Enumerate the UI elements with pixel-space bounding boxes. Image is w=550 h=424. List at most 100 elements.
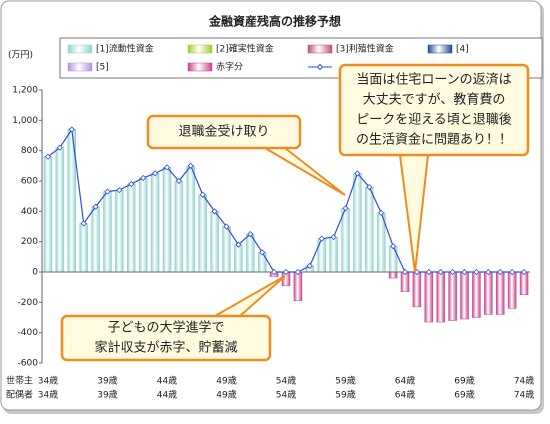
y-tick-label: 200	[21, 237, 38, 247]
bar	[507, 271, 517, 309]
bar	[436, 271, 445, 323]
marker	[461, 268, 468, 276]
bar	[484, 271, 493, 315]
x-tick-label: 49歳	[216, 375, 236, 387]
callouts: 退職金受け取り 当面は住宅ローンの返済は大丈夫ですが、教育費のピークを迎える頃と退…	[60, 63, 530, 362]
marker	[175, 177, 182, 185]
y-tick-label: 1,200	[12, 86, 38, 96]
y-tick-label: -200	[18, 298, 39, 308]
marker	[271, 268, 278, 276]
marker	[223, 223, 230, 230]
legend-swatch	[427, 44, 453, 54]
bar	[174, 180, 184, 273]
marker	[401, 268, 409, 276]
bar	[448, 271, 457, 321]
bar	[162, 167, 172, 273]
marker	[425, 268, 432, 276]
marker	[390, 243, 397, 250]
bar	[472, 271, 481, 318]
callout-text: の生活資金に問題あり！！	[356, 132, 512, 148]
x-tick-label: 39歳	[97, 375, 117, 387]
marker	[437, 268, 444, 276]
bar	[150, 173, 160, 273]
bar	[365, 186, 374, 273]
legend-label: [2]確実性資金	[216, 43, 274, 55]
marker	[68, 126, 75, 133]
bar	[198, 194, 207, 273]
marker	[235, 241, 242, 248]
legend-marker	[316, 63, 324, 71]
x-row-label: 配偶者	[6, 389, 33, 401]
marker	[318, 235, 325, 242]
bar	[103, 191, 112, 273]
marker	[330, 234, 337, 241]
marker	[116, 187, 123, 194]
bar	[91, 206, 100, 273]
x-tick-label: 44歳	[157, 389, 177, 401]
bar	[234, 244, 243, 273]
marker	[306, 262, 313, 269]
marker	[449, 268, 456, 276]
marker	[187, 162, 194, 169]
x-tick-label: 54歳	[276, 389, 296, 401]
marker	[152, 170, 159, 177]
chart-title: 金融資産残高の推移予想	[208, 14, 341, 29]
bar	[412, 271, 422, 308]
marker	[282, 268, 290, 276]
bar	[246, 233, 255, 273]
marker	[199, 191, 206, 198]
bar	[186, 165, 196, 273]
bar	[460, 271, 469, 320]
y-tick-label: 600	[21, 177, 38, 187]
marker	[354, 170, 361, 177]
marker	[378, 209, 385, 216]
bar	[388, 245, 398, 273]
marker	[342, 205, 349, 212]
bar	[115, 189, 124, 273]
y-tick-label: -400	[18, 328, 39, 338]
x-tick-label: 69歳	[454, 375, 474, 387]
x-tick-label: 74歳	[514, 389, 534, 401]
callout-text: 退職金受け取り	[178, 124, 269, 140]
legend-label: [4]	[456, 45, 469, 55]
x-tick-label: 59歳	[335, 389, 355, 401]
marker	[247, 231, 254, 238]
bar	[519, 271, 529, 295]
x-tick-label: 74歳	[514, 375, 534, 387]
marker	[259, 249, 266, 256]
marker	[140, 174, 147, 182]
x-tick-label: 44歳	[157, 375, 177, 387]
callout-text: 当面は住宅ローンの返済は	[356, 72, 511, 88]
bar	[341, 208, 350, 273]
bar	[329, 236, 338, 273]
marker	[294, 268, 301, 276]
marker	[92, 203, 99, 210]
x-tick-label: 69歳	[454, 389, 474, 401]
x-tick-label: 59歳	[335, 375, 355, 387]
legend-swatch	[67, 44, 93, 54]
callout-text: 子どもの大学進学で	[107, 320, 224, 336]
callout-box	[60, 314, 272, 362]
y-tick-label: 1,000	[12, 116, 38, 126]
x-tick-label: 54歳	[276, 375, 296, 387]
callout-text: 大丈夫ですが、教育費の	[363, 92, 506, 108]
x-tick-label: 39歳	[97, 389, 117, 401]
legend-swatch	[187, 44, 213, 54]
legend-label: [1]流動性資金	[96, 43, 154, 55]
callout-box	[338, 63, 530, 157]
bar	[388, 271, 398, 279]
bar	[293, 271, 303, 302]
marker	[104, 188, 111, 195]
y-tick-label: 0	[32, 268, 38, 278]
callout-tail	[214, 275, 286, 317]
bar	[79, 223, 88, 273]
legend-swatch	[67, 62, 93, 72]
callout-tail	[264, 147, 346, 196]
marker	[366, 184, 373, 191]
bar	[353, 173, 362, 273]
marker	[497, 268, 504, 276]
marker	[56, 144, 63, 151]
x-tick-label: 49歳	[216, 389, 236, 401]
bar	[127, 183, 136, 273]
